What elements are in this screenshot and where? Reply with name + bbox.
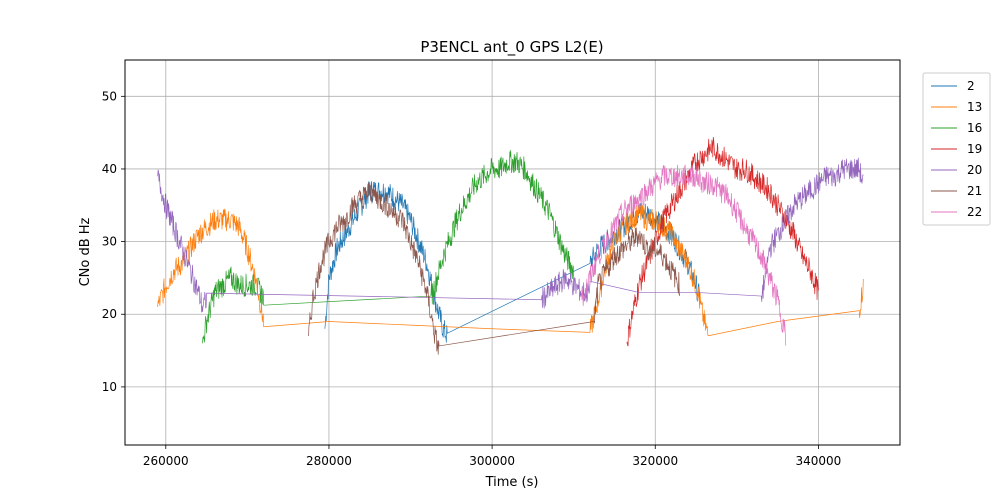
legend: 2 13 16 19 20 21 22 — [922, 72, 991, 226]
grid-lines — [125, 60, 900, 445]
y-axis-ticks: 10 20 30 40 50 — [102, 89, 125, 394]
legend-label-16: 16 — [967, 121, 982, 135]
legend-label-21: 21 — [967, 184, 982, 198]
legend-label-2: 2 — [967, 79, 975, 93]
legend-label-20: 20 — [967, 163, 982, 177]
plot-lines — [157, 136, 864, 355]
legend-label-13: 13 — [967, 100, 982, 114]
y-tick-label: 50 — [102, 89, 117, 103]
x-tick-label: 260000 — [143, 454, 189, 468]
legend-label-22: 22 — [967, 205, 982, 219]
y-tick-label: 20 — [102, 307, 117, 321]
x-tick-label: 280000 — [306, 454, 352, 468]
y-tick-label: 10 — [102, 380, 117, 394]
series-line-22 — [581, 164, 787, 346]
x-tick-label: 300000 — [469, 454, 515, 468]
series-line-16 — [202, 150, 575, 344]
x-axis-label: Time (s) — [485, 475, 539, 490]
chart-title: P3ENCL ant_0 GPS L2(E) — [420, 38, 603, 57]
x-axis-ticks: 260000 280000 300000 320000 340000 — [143, 445, 841, 468]
y-tick-label: 40 — [102, 162, 117, 176]
legend-label-19: 19 — [967, 142, 982, 156]
y-axis-label: CNo dB Hz — [78, 217, 93, 286]
y-tick-label: 30 — [102, 235, 117, 249]
x-tick-label: 320000 — [632, 454, 678, 468]
x-tick-label: 340000 — [796, 454, 842, 468]
series-line-19 — [626, 136, 819, 347]
series-line-20 — [157, 157, 864, 313]
series-line-21 — [308, 181, 681, 355]
axes-frame — [124, 59, 901, 446]
